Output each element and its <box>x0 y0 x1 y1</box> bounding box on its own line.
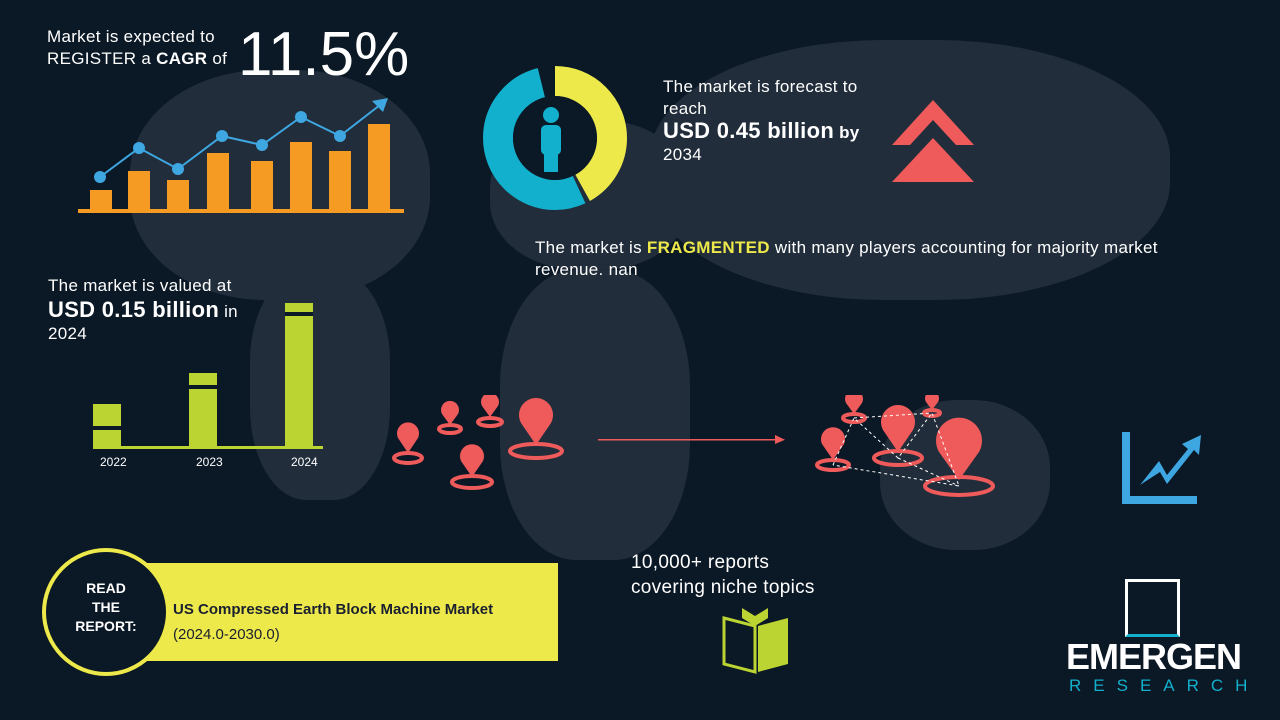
report-banner[interactable]: US Compressed Earth Block Machine Market… <box>140 563 558 661</box>
location-pins-network-icon <box>392 395 995 497</box>
report-label: REPORT: <box>75 618 137 634</box>
fragmented-line2: revenue. nan <box>535 260 638 279</box>
bar <box>290 142 312 210</box>
value-bars-icon <box>93 303 323 449</box>
bar <box>368 124 390 210</box>
bar-year-2024: 2024 <box>291 455 318 469</box>
open-book-icon <box>722 608 788 674</box>
logo-name: EMERGEN <box>1066 636 1242 677</box>
forecast-line1: The market is forecast to <box>663 77 858 96</box>
bar <box>128 171 150 210</box>
forecast-year: 2034 <box>663 145 703 164</box>
cagr-line1: Market is expected to <box>47 27 215 46</box>
reports-line1: 10,000+ reports <box>631 552 770 573</box>
trend-chart-icon <box>1122 432 1201 504</box>
report-title[interactable]: US Compressed Earth Block Machine Market <box>173 601 494 618</box>
bar <box>251 161 273 210</box>
cagr-suffix: of <box>212 49 228 68</box>
bar <box>207 153 229 210</box>
cagr-value: 11.5% <box>238 20 410 89</box>
logo-square-icon <box>1125 579 1180 637</box>
read-report-button[interactable]: READ THE REPORT: <box>42 548 170 676</box>
valued-line1: The market is valued at <box>48 276 232 295</box>
emergen-research-logo: EMERGEN RESEARCH <box>1066 578 1247 698</box>
forecast-value: USD 0.45 billion <box>663 118 835 143</box>
valued-in: in <box>224 302 238 321</box>
bar <box>167 180 189 210</box>
forecast-text: The market is forecast to reach USD 0.45… <box>663 76 860 166</box>
forecast-by: by <box>839 123 860 142</box>
reports-line2: covering niche topics <box>631 577 815 598</box>
bar <box>90 190 112 210</box>
fragmented-highlight: FRAGMENTED <box>646 238 770 257</box>
forecast-line2: reach <box>663 99 708 118</box>
valued-text: The market is valued at USD 0.15 billion… <box>48 275 238 345</box>
report-period: (2024.0-2030.0) <box>173 626 280 643</box>
reports-text: 10,000+ reports covering niche topics <box>631 550 815 600</box>
the-label: THE <box>92 599 120 615</box>
fragmented-prefix: The market is <box>535 238 642 257</box>
cagr-bold: CAGR <box>156 49 208 68</box>
bar-year-2023: 2023 <box>196 455 223 469</box>
donut-person-icon <box>483 66 627 210</box>
fragmented-text: The market is FRAGMENTED with many playe… <box>535 237 1235 281</box>
read-label: READ <box>86 580 126 596</box>
logo-sub: RESEARCH <box>1069 676 1260 695</box>
bar-year-2022: 2022 <box>100 455 127 469</box>
fragmented-suffix: with many players accounting for majorit… <box>774 238 1158 257</box>
double-chevron-up-icon <box>892 100 974 182</box>
cagr-text: Market is expected to REGISTER a CAGR of <box>47 26 227 70</box>
valued-value: USD 0.15 billion <box>48 297 220 322</box>
bar <box>329 151 351 210</box>
valued-year: 2024 <box>48 324 88 343</box>
growth-chart-icon <box>78 98 404 213</box>
cagr-prefix: REGISTER a <box>47 49 152 68</box>
